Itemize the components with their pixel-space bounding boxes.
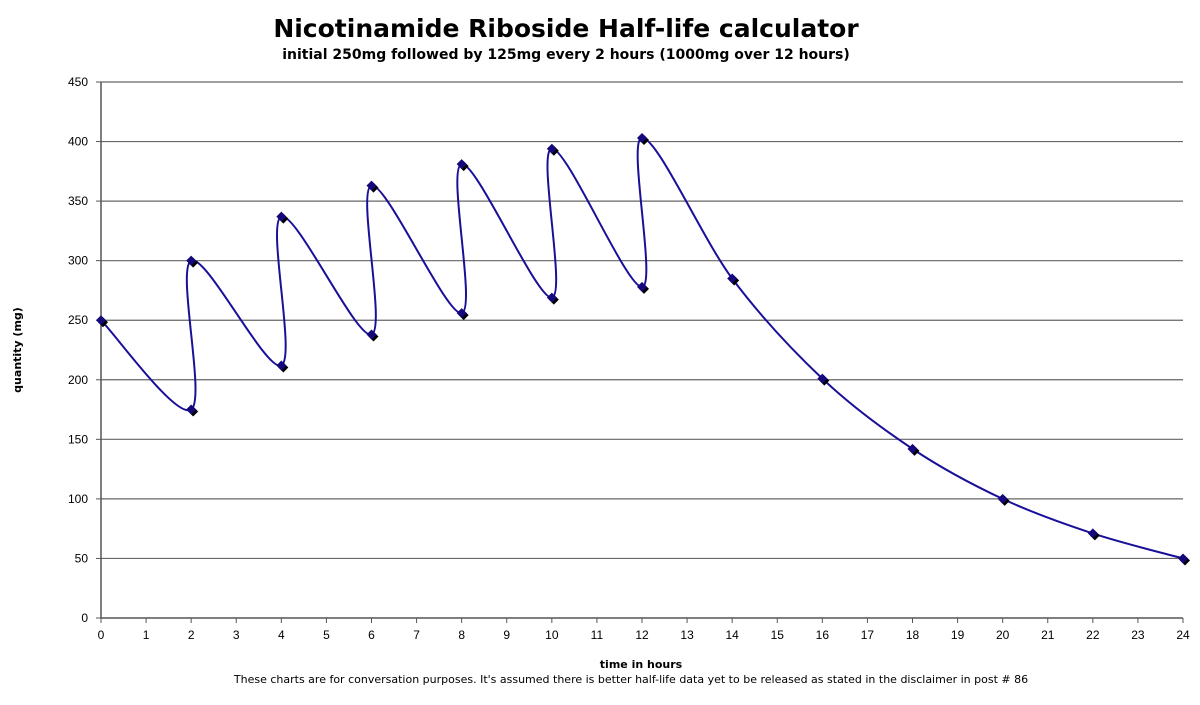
x-tick-label: 3 xyxy=(233,628,240,642)
data-point xyxy=(1178,553,1188,564)
data-point xyxy=(186,404,197,415)
series xyxy=(96,132,1190,566)
y-tick-label: 100 xyxy=(68,492,88,506)
data-point xyxy=(546,292,557,303)
data-point xyxy=(366,180,377,191)
data-point xyxy=(366,329,377,340)
chart-title: Nicotinamide Riboside Half-life calculat… xyxy=(273,14,859,43)
x-tick-label: 22 xyxy=(1086,628,1100,642)
y-tick-label: 450 xyxy=(68,75,88,89)
data-point xyxy=(276,360,287,371)
x-tick-label: 8 xyxy=(458,628,465,642)
data-point xyxy=(456,159,467,170)
x-tick-label: 11 xyxy=(591,628,604,642)
x-tick-label: 0 xyxy=(98,628,105,642)
y-tick-label: 0 xyxy=(81,611,88,625)
x-tick-label: 23 xyxy=(1131,628,1145,642)
data-point xyxy=(186,255,197,266)
x-tick-label: 4 xyxy=(278,628,285,642)
data-point xyxy=(1087,528,1098,539)
data-point xyxy=(637,281,647,292)
x-tick-label: 1 xyxy=(143,628,150,642)
x-tick-label: 15 xyxy=(771,628,785,642)
data-point xyxy=(456,308,467,319)
x-tick-label: 6 xyxy=(368,628,375,642)
x-tick-label: 21 xyxy=(1041,628,1055,642)
data-point xyxy=(637,132,647,143)
x-tick-label: 18 xyxy=(906,628,920,642)
x-tick-label: 10 xyxy=(545,628,559,642)
x-tick-label: 5 xyxy=(323,628,330,642)
data-point xyxy=(727,273,738,284)
data-point xyxy=(96,315,106,326)
x-tick-label: 20 xyxy=(996,628,1010,642)
x-tick-label: 14 xyxy=(725,628,739,642)
x-tick-label: 9 xyxy=(503,628,510,642)
x-tick-label: 17 xyxy=(861,628,875,642)
y-tick-label: 200 xyxy=(68,373,88,387)
x-tick-label: 13 xyxy=(680,628,694,642)
y-tick-label: 250 xyxy=(68,313,88,327)
x-tick-label: 19 xyxy=(951,628,965,642)
y-axis-label: quantity (mg) xyxy=(11,307,24,393)
y-tick-label: 350 xyxy=(68,194,88,208)
data-point xyxy=(276,211,287,222)
x-axis-label: time in hours xyxy=(600,658,683,671)
x-tick-label: 16 xyxy=(816,628,830,642)
axes xyxy=(96,81,1184,623)
data-point xyxy=(817,373,828,384)
y-tick-label: 300 xyxy=(68,254,88,268)
footnote: These charts are for conversation purpos… xyxy=(233,673,1028,686)
y-tick-label: 50 xyxy=(75,551,89,565)
data-point xyxy=(997,493,1008,504)
chart-subtitle: initial 250mg followed by 125mg every 2 … xyxy=(282,47,850,63)
y-tick-label: 150 xyxy=(68,432,88,446)
data-point xyxy=(546,143,557,154)
gridlines xyxy=(101,81,1183,560)
x-tick-label: 2 xyxy=(188,628,195,642)
data-point xyxy=(907,443,918,454)
x-tick-label: 12 xyxy=(635,628,649,642)
x-tick-label: 24 xyxy=(1176,628,1190,642)
y-tick-label: 400 xyxy=(68,135,88,149)
x-tick-label: 7 xyxy=(413,628,420,642)
